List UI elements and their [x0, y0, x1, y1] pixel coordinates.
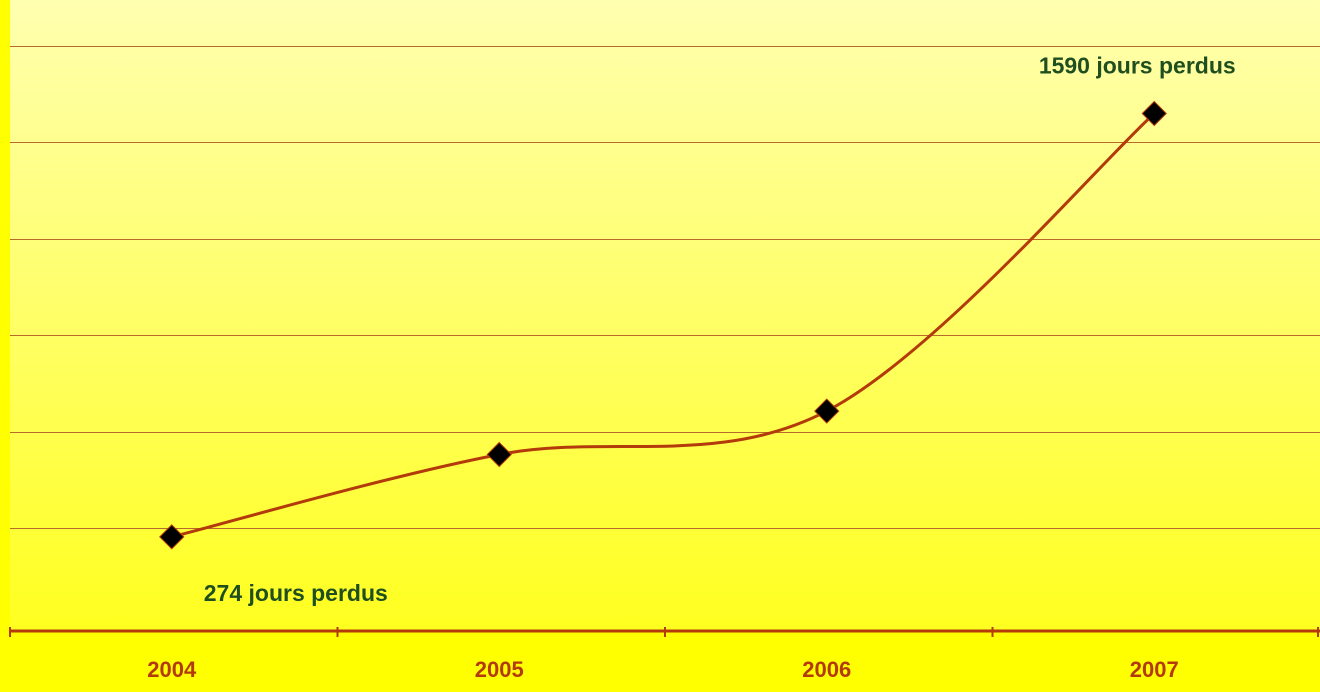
data-point-marker	[1141, 100, 1167, 127]
plot-background	[10, 0, 1320, 630]
x-tick-label: 2006	[802, 657, 851, 682]
series-line	[171, 112, 1156, 539]
markers	[159, 100, 1167, 550]
data-point-marker	[814, 398, 840, 424]
data-point-marker	[159, 524, 185, 550]
series	[171, 112, 1156, 539]
x-tick-label: 2005	[475, 657, 524, 682]
labels: 2004 2005 2006 2007 274 jours perdus 1590 jou…	[147, 52, 1235, 682]
x-axis	[9, 627, 1320, 637]
gridlines	[10, 46, 1320, 529]
x-tick-label: 2007	[1130, 657, 1179, 682]
data-label: 274 jours perdus	[204, 580, 388, 606]
data-label: 1590 jours perdus	[1039, 52, 1236, 78]
x-tick-label: 2004	[147, 657, 197, 682]
data-point-marker	[486, 441, 512, 468]
